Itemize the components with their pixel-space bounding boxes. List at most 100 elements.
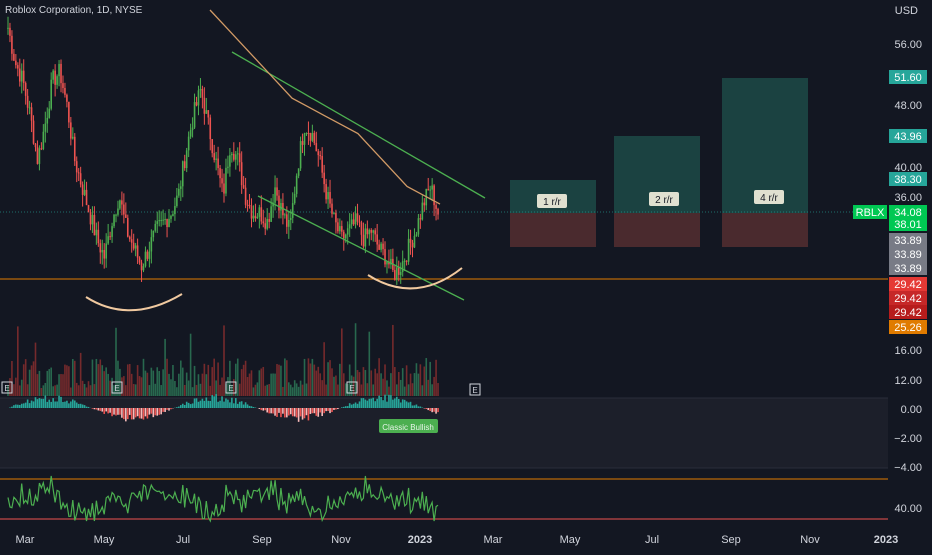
volume-bar bbox=[215, 380, 217, 396]
macd-bar bbox=[143, 408, 145, 420]
macd-bar bbox=[145, 408, 147, 416]
volume-bar bbox=[21, 380, 23, 396]
macd-bar bbox=[359, 401, 361, 408]
candle-body bbox=[433, 185, 435, 205]
macd-tick: −4.00 bbox=[894, 462, 922, 474]
macd-bar bbox=[72, 399, 74, 408]
volume-bar bbox=[206, 374, 208, 396]
macd-bar bbox=[225, 398, 227, 408]
candle-body bbox=[345, 235, 347, 239]
macd-bar bbox=[129, 408, 131, 415]
macd-bar bbox=[209, 401, 211, 408]
candle-body bbox=[76, 161, 78, 172]
candle-body bbox=[80, 173, 82, 184]
macd-bar bbox=[331, 408, 333, 412]
candle-body bbox=[90, 212, 92, 224]
macd-tick: −2.00 bbox=[894, 433, 922, 445]
macd-bar bbox=[98, 408, 100, 410]
candle-body bbox=[107, 236, 109, 243]
volume-bar bbox=[365, 370, 367, 396]
candle-body bbox=[315, 143, 317, 151]
macd-bar bbox=[259, 408, 261, 409]
entry-price: 33.89 bbox=[894, 235, 922, 247]
volume-bar bbox=[25, 359, 27, 396]
volume-bar bbox=[247, 377, 249, 396]
volume-bar bbox=[280, 366, 282, 396]
candle-body bbox=[84, 190, 86, 195]
macd-bar bbox=[251, 406, 253, 408]
candle-body bbox=[143, 266, 145, 270]
candle-body bbox=[119, 200, 121, 208]
volume-bar bbox=[162, 369, 164, 396]
volume-bar bbox=[164, 339, 166, 396]
candle-body bbox=[50, 80, 52, 109]
candle-body bbox=[109, 236, 111, 237]
macd-bar bbox=[141, 408, 143, 419]
macd-bar bbox=[31, 401, 33, 408]
candle-body bbox=[286, 214, 288, 226]
macd-bar bbox=[369, 399, 371, 408]
candle-body bbox=[219, 168, 221, 178]
volume-bar bbox=[196, 385, 198, 396]
volume-bar bbox=[325, 385, 327, 396]
candle-body bbox=[105, 243, 107, 258]
target2-price: 43.96 bbox=[894, 131, 922, 143]
rr2-stop-box bbox=[614, 213, 700, 247]
volume-bar bbox=[190, 334, 192, 396]
candle-body bbox=[33, 121, 35, 144]
macd-bar bbox=[290, 408, 292, 414]
volume-bar bbox=[239, 384, 241, 396]
candle-body bbox=[145, 252, 147, 267]
volume-bar bbox=[15, 378, 17, 396]
time-tick: Sep bbox=[252, 534, 272, 546]
macd-bar bbox=[50, 402, 52, 408]
volume-bar bbox=[217, 363, 219, 396]
macd-bar bbox=[198, 402, 200, 408]
candle-body bbox=[129, 237, 131, 239]
candle-body bbox=[94, 215, 96, 235]
macd-bar bbox=[176, 407, 178, 408]
macd-bar bbox=[211, 395, 213, 408]
rr4-label: 4 r/r bbox=[760, 193, 778, 204]
volume-bar bbox=[331, 368, 333, 396]
macd-bar bbox=[88, 407, 90, 408]
macd-bar bbox=[253, 407, 255, 408]
macd-bar bbox=[388, 395, 390, 408]
macd-bar bbox=[412, 405, 414, 408]
volume-bar bbox=[300, 381, 302, 396]
candle-body bbox=[58, 64, 60, 76]
volume-bar bbox=[43, 385, 45, 396]
volume-bar bbox=[78, 385, 80, 396]
candle-body bbox=[54, 71, 56, 85]
volume-bar bbox=[255, 385, 257, 396]
macd-tick: 0.00 bbox=[901, 404, 922, 416]
macd-bar bbox=[402, 399, 404, 408]
candle-body bbox=[321, 156, 323, 173]
candle-body bbox=[186, 150, 188, 168]
volume-bar bbox=[188, 381, 190, 396]
macd-bar bbox=[433, 408, 435, 412]
volume-bar bbox=[302, 385, 304, 396]
volume-bar bbox=[153, 371, 155, 396]
volume-bar bbox=[406, 365, 408, 396]
rr2-label: 2 r/r bbox=[655, 195, 673, 206]
macd-bar bbox=[414, 405, 416, 408]
candle-body bbox=[382, 244, 384, 249]
volume-bar bbox=[135, 384, 137, 396]
candle-body bbox=[70, 122, 72, 138]
macd-bar bbox=[54, 401, 56, 408]
macd-bar bbox=[270, 408, 272, 413]
candle-body bbox=[21, 71, 23, 82]
volume-bar bbox=[333, 377, 335, 396]
macd-bar bbox=[58, 396, 60, 408]
stop-price: 29.42 bbox=[894, 279, 922, 291]
macd-bar bbox=[82, 405, 84, 408]
volume-bar bbox=[213, 359, 215, 396]
rr1-stop-box bbox=[510, 213, 596, 247]
macd-bar bbox=[308, 408, 310, 420]
time-tick: Nov bbox=[331, 534, 351, 546]
candle-body bbox=[15, 61, 17, 65]
volume-bar bbox=[363, 367, 365, 396]
candle-body bbox=[99, 243, 101, 252]
volume-bar bbox=[378, 358, 380, 396]
